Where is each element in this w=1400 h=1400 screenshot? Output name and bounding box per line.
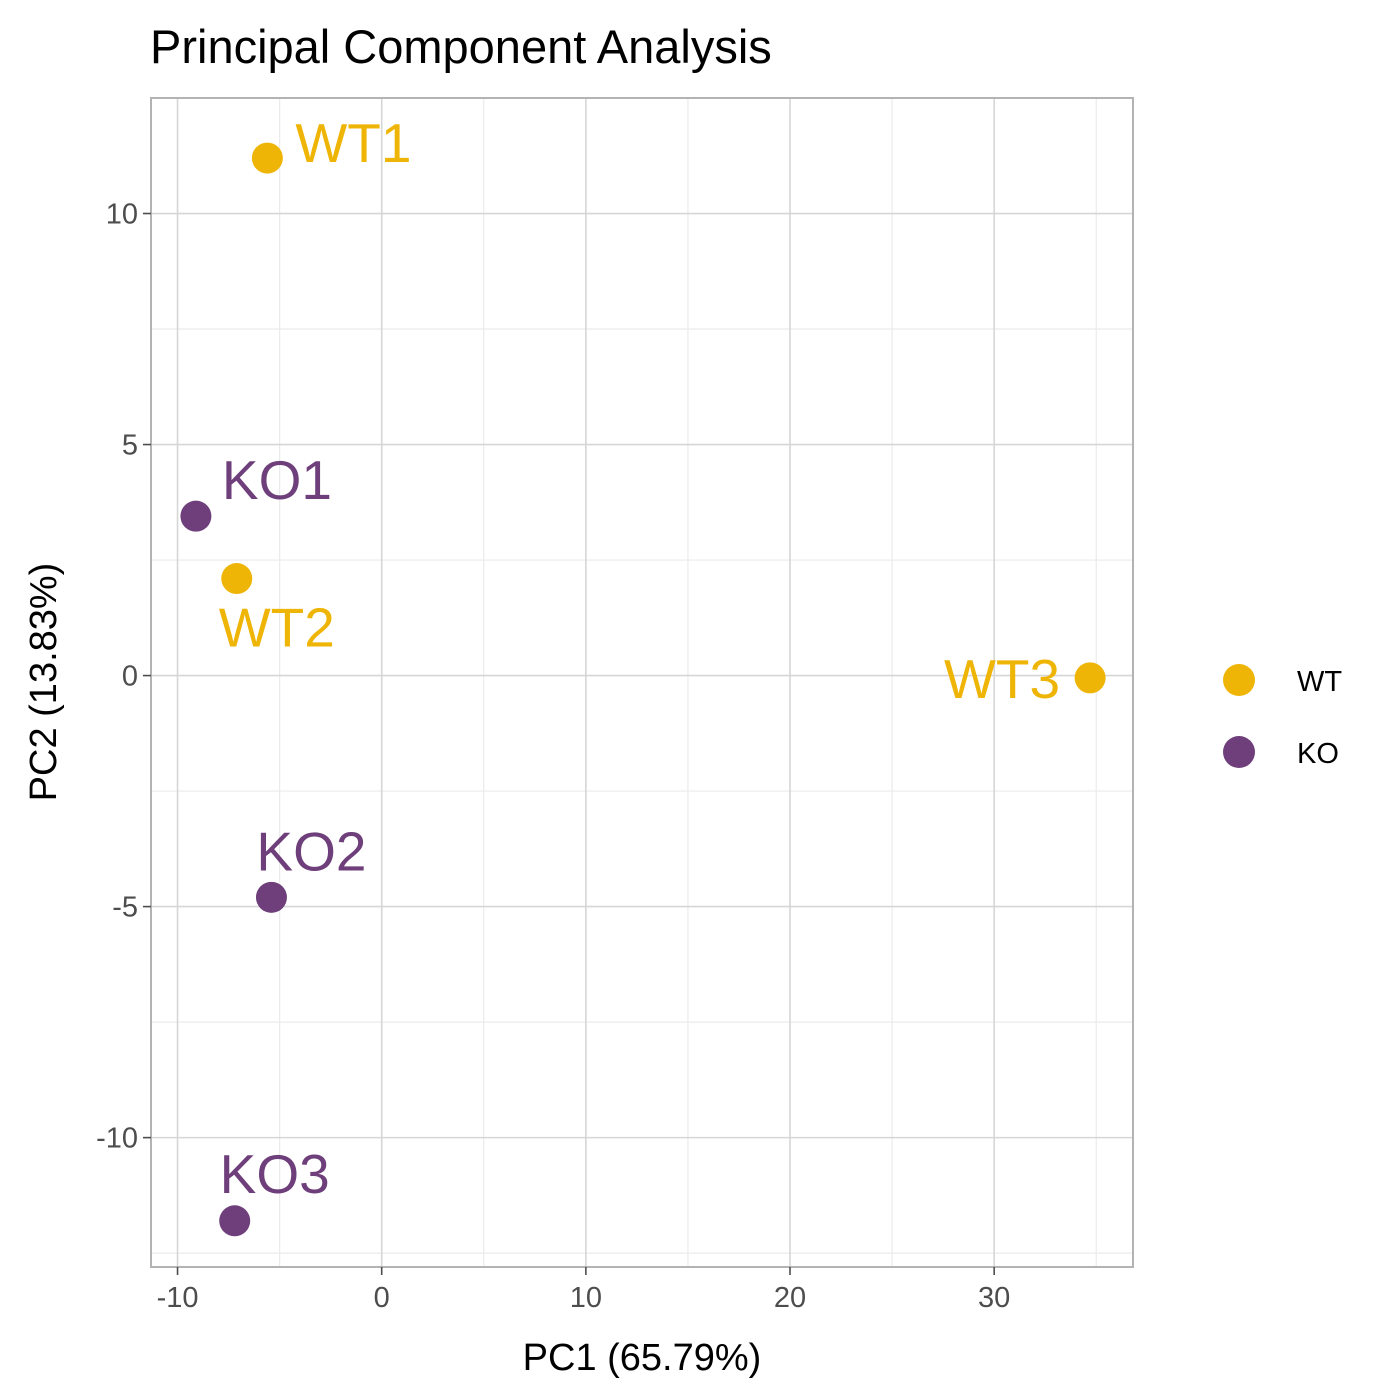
x-tick-label: -10 xyxy=(157,1282,199,1314)
y-tick-label: 5 xyxy=(122,430,138,462)
x-axis-title: PC1 (65.79%) xyxy=(523,1337,762,1379)
point-labels: WT1 WT2 WT3 KO1 KO2 KO3 xyxy=(219,112,1060,1205)
point-label-WT3: WT3 xyxy=(944,648,1060,710)
point-label-WT1: WT1 xyxy=(295,112,411,174)
point-label-WT2: WT2 xyxy=(219,597,335,659)
point-label-KO2: KO2 xyxy=(256,820,366,882)
tick-labels: -10 0 10 20 30 -10 -5 0 5 10 xyxy=(96,199,1010,1314)
y-tick-label: -5 xyxy=(112,892,138,924)
y-axis-title: PC2 (13.83%) xyxy=(23,563,65,802)
point-label-KO3: KO3 xyxy=(220,1143,330,1205)
point-WT3 xyxy=(1074,662,1106,694)
x-tick-label: 10 xyxy=(570,1282,602,1314)
data-points xyxy=(180,142,1106,1237)
legend-key-WT xyxy=(1223,664,1255,696)
x-tick-label: 30 xyxy=(978,1282,1010,1314)
panel-background xyxy=(151,98,1133,1267)
point-WT2 xyxy=(221,563,253,595)
point-KO1 xyxy=(180,500,212,532)
legend-key-KO xyxy=(1223,736,1255,768)
point-label-KO1: KO1 xyxy=(222,449,332,511)
legend-label-KO: KO xyxy=(1297,738,1339,770)
y-tick-label: -10 xyxy=(96,1123,138,1155)
plot-panel xyxy=(150,97,1134,1268)
x-tick-label: 20 xyxy=(774,1282,806,1314)
point-KO3 xyxy=(219,1205,251,1237)
y-tick-label: 10 xyxy=(106,199,138,231)
y-tick-label: 0 xyxy=(122,661,138,693)
x-tick-label: 0 xyxy=(374,1282,390,1314)
panel-border xyxy=(150,97,1134,1268)
chart-title: Principal Component Analysis xyxy=(150,20,772,73)
point-WT1 xyxy=(251,142,283,174)
legend: WT KO xyxy=(1223,664,1342,770)
legend-label-WT: WT xyxy=(1297,666,1342,698)
point-KO2 xyxy=(255,881,287,913)
